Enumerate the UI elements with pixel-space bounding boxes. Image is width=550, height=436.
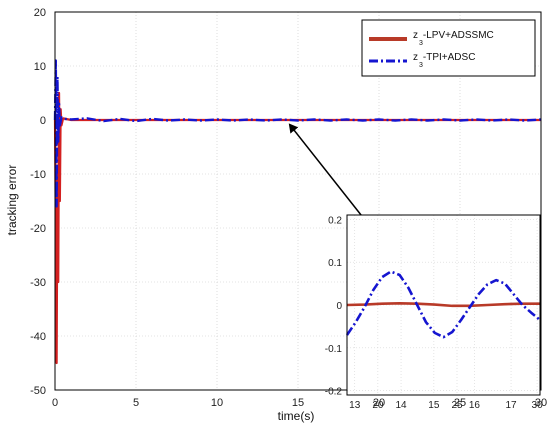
inset-series [345, 270, 541, 339]
inset-series-line-0 [346, 301, 540, 308]
y-tick-label: -50 [30, 385, 46, 397]
y-tick-label: 20 [34, 7, 46, 19]
inset-x-tick-labels: 13 20 14 15 25 16 17 30 [349, 400, 543, 411]
inset-x-tick-label: 30 [532, 400, 544, 411]
x-tick-label: 20 [373, 397, 385, 409]
x-tick-label: 10 [211, 397, 223, 409]
y-tick-labels: -50 -40 -30 -20 -10 0 10 20 [30, 7, 46, 397]
inset-x-tick-label: 15 [428, 400, 440, 411]
inset-series-line-1 [345, 270, 541, 339]
inset-y-tick-labels: -0.2 -0.1 0 0.1 0.2 [325, 215, 343, 397]
y-tick-label: -20 [30, 223, 46, 235]
inset-x-tick-label: 17 [505, 400, 517, 411]
plot-frame [54, 11, 542, 391]
inset-y-tick-label: 0.2 [328, 215, 342, 226]
y-tick-label: -30 [30, 277, 46, 289]
y-tick-label: 10 [34, 61, 46, 73]
y-tick-label: 0 [40, 115, 46, 127]
inset-x-tick-label: 14 [395, 400, 407, 411]
x-tick-label: 15 [292, 397, 304, 409]
main-series [53, 59, 542, 365]
inset-x-tick-label: 20 [372, 400, 384, 411]
legend-label-lpv: z3-LPV+ADSSMC [413, 30, 494, 47]
legend: z3-LPV+ADSSMC z3-TPI+ADSC [361, 19, 536, 77]
series-line-1 [53, 59, 542, 208]
inset-y-tick-label: -0.2 [325, 387, 343, 398]
legend-box [361, 19, 536, 77]
inset-y-tick-label: 0.1 [328, 258, 342, 269]
zoom-arrow [288, 123, 366, 221]
y-tick-label: -10 [30, 169, 46, 181]
inset-y-tick-label: 0 [336, 301, 342, 312]
x-tick-label: 30 [535, 397, 547, 409]
x-tick-label: 5 [133, 397, 139, 409]
x-tick-label: 25 [454, 397, 466, 409]
inset-frame [346, 214, 541, 396]
inset-x-tick-label: 13 [349, 400, 361, 411]
y-tick-label: -40 [30, 331, 46, 343]
inset-x-tick-label: 16 [469, 400, 481, 411]
inset-x-tick-label: 25 [451, 400, 463, 411]
x-tick-label: 0 [52, 397, 58, 409]
legend-label-tpi: z3-TPI+ADSC [413, 52, 475, 69]
y-axis-label: tracking error [5, 165, 19, 236]
x-tick-labels: 0 5 10 15 20 25 30 [52, 397, 547, 409]
inset-y-tick-label: -0.1 [325, 344, 343, 355]
x-axis-label: time(s) [278, 409, 315, 423]
